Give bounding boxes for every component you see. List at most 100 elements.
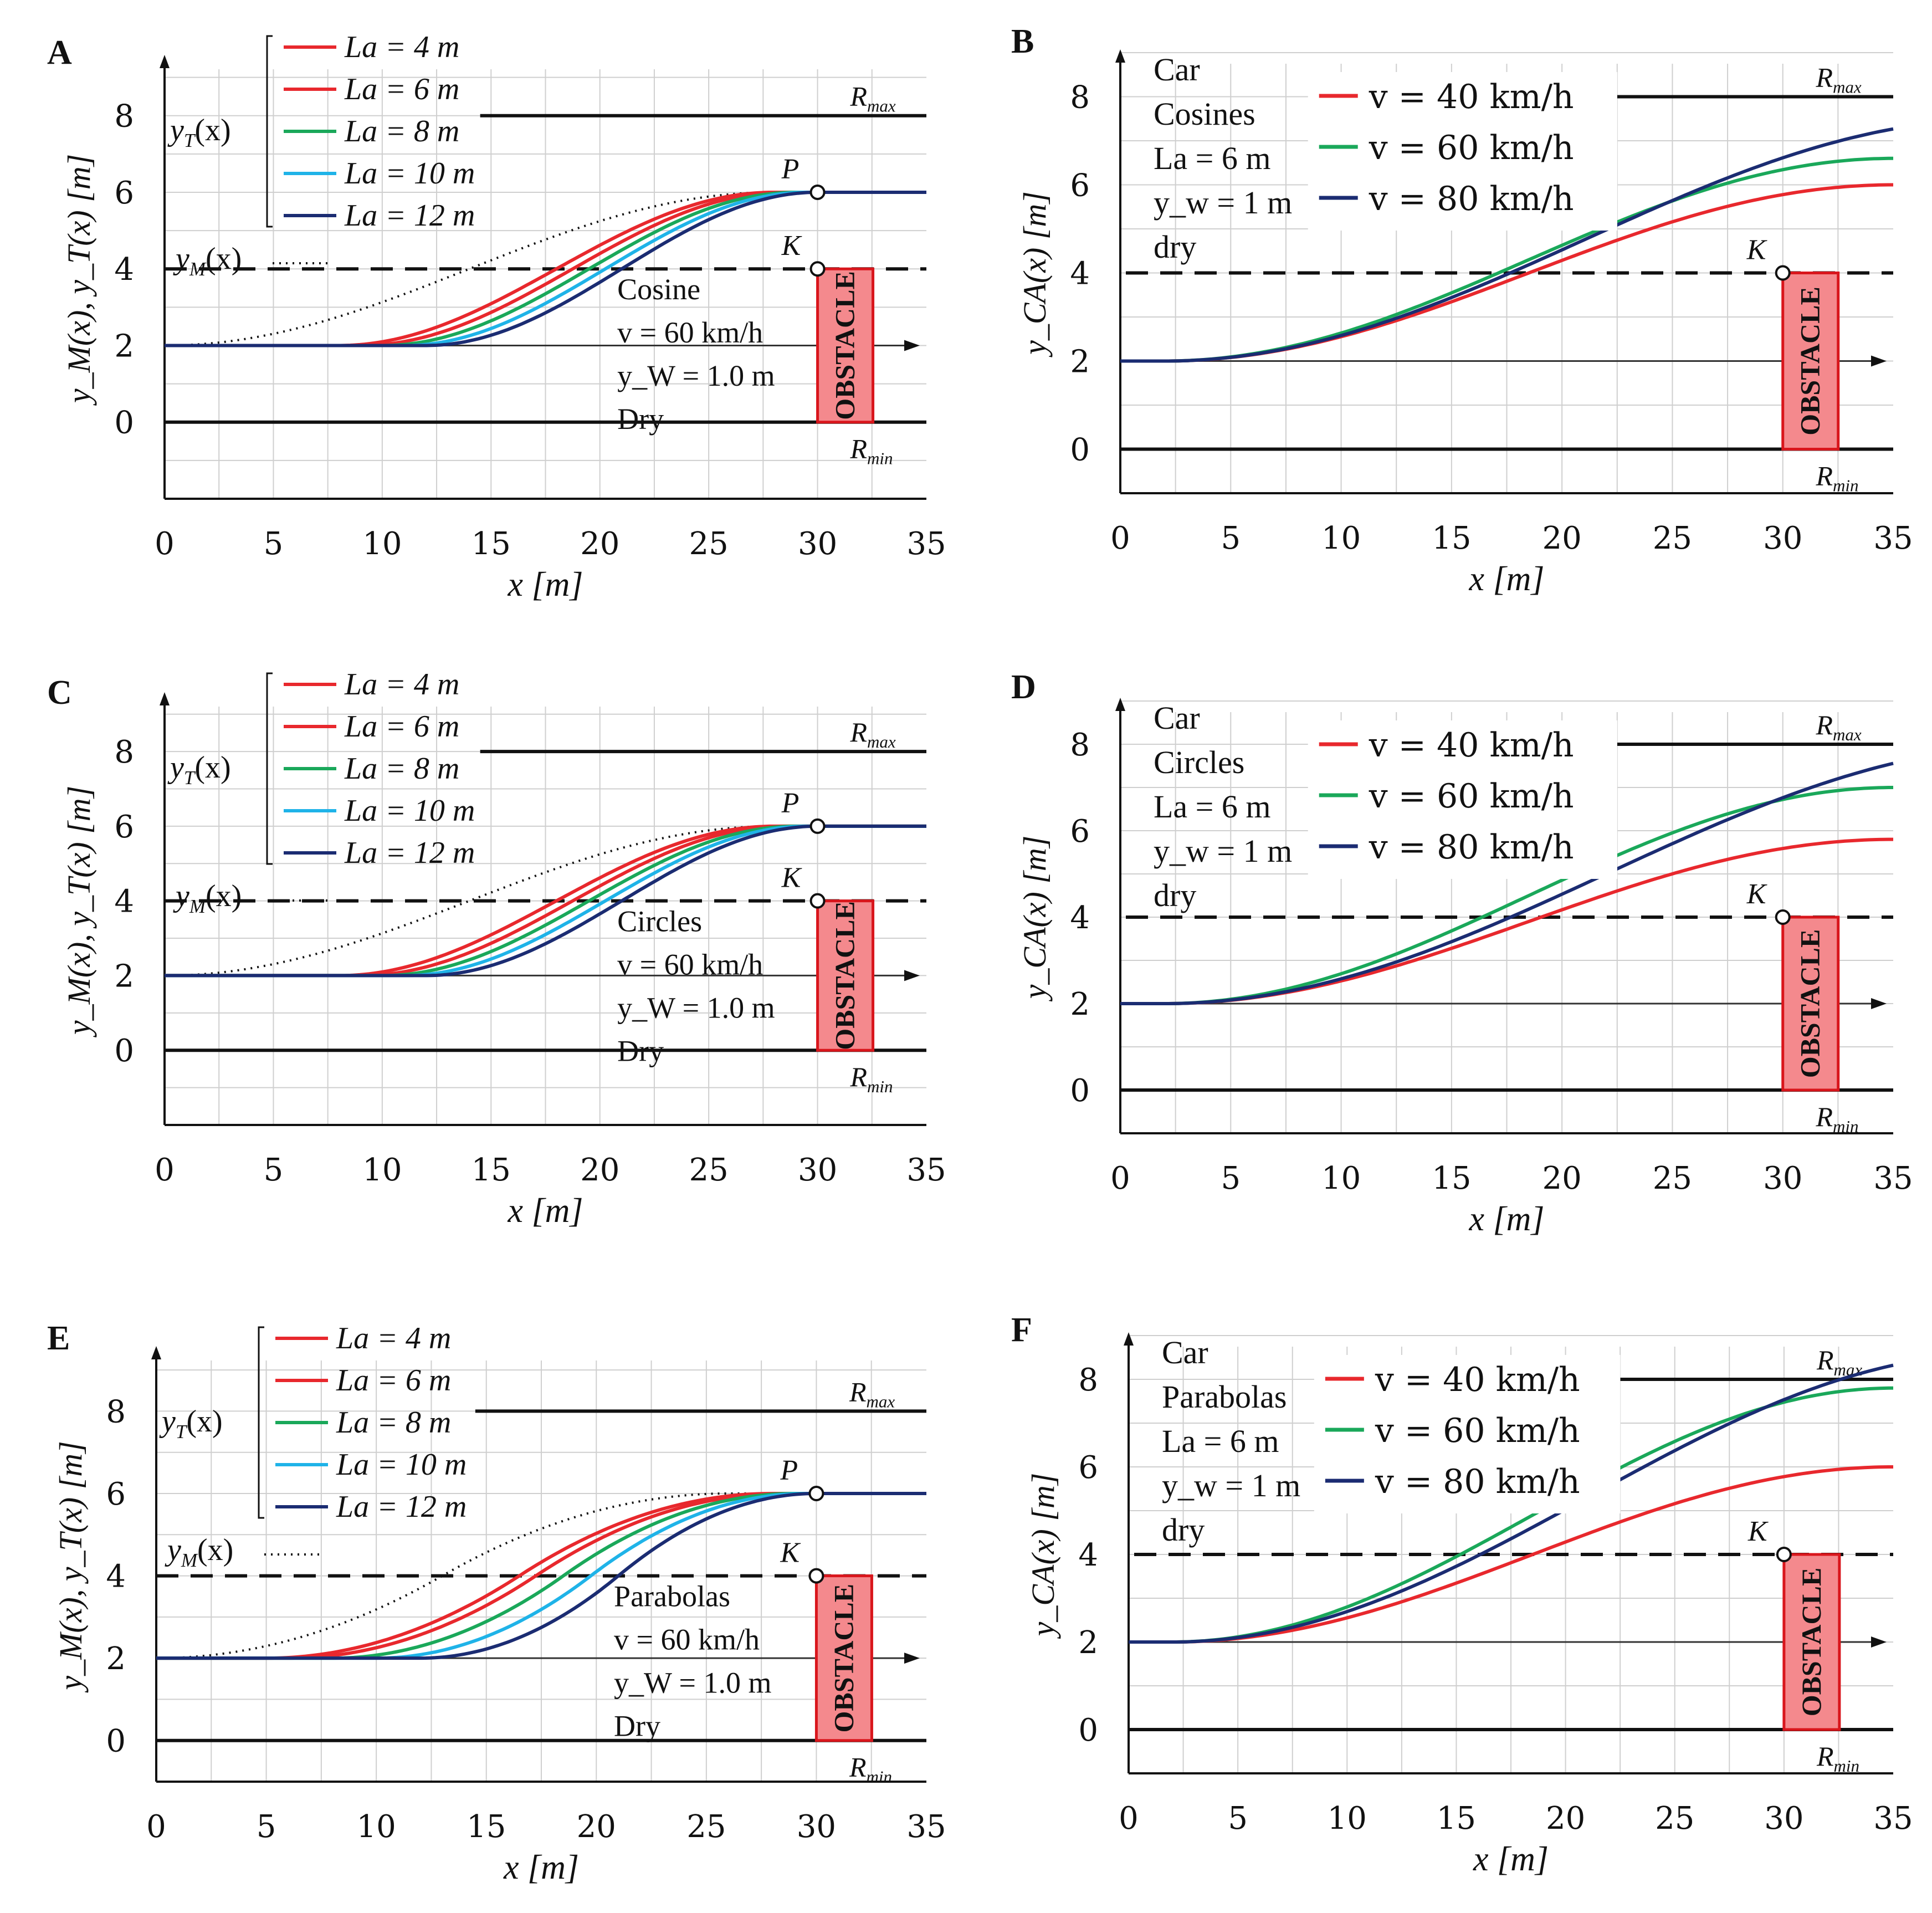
lane-arrow-head bbox=[904, 340, 920, 351]
series-line-v-80-km-h bbox=[1120, 761, 1894, 1005]
legend-entry: La = 10 m bbox=[336, 1447, 467, 1482]
x-tick-label: 30 bbox=[1764, 1801, 1803, 1837]
series-line-la-12-m bbox=[165, 191, 926, 347]
info-text: y_w = 1 m bbox=[1154, 833, 1292, 869]
chart-panel-d: D 0 5 10 15 20 25 30 35 0 2 4 6 8 x [m] y_CA(x) [m] Rmax… bbox=[1011, 668, 1913, 1238]
y-tick-label: 6 bbox=[1070, 814, 1090, 850]
legend-bracket bbox=[266, 35, 273, 228]
info-text: y_W = 1.0 m bbox=[617, 991, 775, 1025]
x-tick-label: 25 bbox=[689, 526, 729, 562]
legend-model-label: yM(x) bbox=[165, 1533, 233, 1571]
info-text: v = 60 km/h bbox=[614, 1623, 760, 1656]
legend-background bbox=[1314, 1355, 1621, 1513]
rmin-label: Rmin bbox=[850, 433, 893, 468]
x-axis-label: x [m] bbox=[1468, 560, 1544, 598]
x-tick-label: 35 bbox=[906, 1809, 946, 1845]
x-tick-label: 0 bbox=[155, 1152, 175, 1188]
obstacle-box bbox=[1781, 915, 1840, 1092]
y-tick-label: 2 bbox=[1070, 986, 1090, 1022]
chart-panel-e: E 0 5 10 15 20 25 30 35 0 2 4 6 8 x [m] y_M(x), y_T(x) … bbox=[47, 1319, 946, 1886]
lane-arrow-head bbox=[1871, 998, 1887, 1009]
info-text: Car bbox=[1154, 700, 1200, 736]
rmax-label: Rmax bbox=[1816, 1344, 1862, 1379]
y-tick-label: 4 bbox=[1070, 900, 1090, 936]
p-label: P bbox=[780, 1455, 798, 1486]
x-tick-label: 0 bbox=[1119, 1801, 1139, 1837]
x-tick-label: 20 bbox=[580, 526, 619, 562]
legend-entry: La = 10 m bbox=[344, 156, 475, 191]
x-tick-label: 0 bbox=[1110, 520, 1130, 556]
info-text: La = 6 m bbox=[1162, 1423, 1279, 1459]
series-line-la-12-m bbox=[165, 824, 926, 978]
y-tick-label: 2 bbox=[106, 1641, 126, 1677]
y-tick-label: 6 bbox=[1070, 168, 1090, 204]
legend-entry: La = 6 m bbox=[344, 72, 459, 106]
rmin-label: Rmin bbox=[849, 1752, 892, 1787]
k-marker bbox=[1776, 1547, 1792, 1562]
x-tick-label: 20 bbox=[1546, 1801, 1585, 1837]
info-text: La = 6 m bbox=[1154, 789, 1271, 825]
x-tick-label: 15 bbox=[472, 526, 511, 562]
info-text: y_W = 1.0 m bbox=[617, 359, 775, 392]
lane-arrow-head bbox=[1871, 355, 1887, 367]
info-text: dry bbox=[1154, 229, 1196, 265]
x-tick-label: 20 bbox=[580, 1152, 619, 1188]
legend-entry: v = 40 km/h bbox=[1369, 78, 1574, 116]
rmin-label: Rmin bbox=[850, 1061, 893, 1096]
x-tick-label: 25 bbox=[1655, 1801, 1694, 1837]
p-marker bbox=[809, 818, 826, 834]
legend-background bbox=[1308, 720, 1617, 879]
k-label: K bbox=[781, 862, 802, 894]
obstacle-label: OBSTACLE bbox=[829, 271, 860, 420]
x-tick-label: 10 bbox=[1321, 520, 1361, 556]
legend-entry: La = 8 m bbox=[344, 114, 459, 149]
x-tick-label: 5 bbox=[1221, 1160, 1241, 1196]
info-text: Dry bbox=[614, 1710, 660, 1743]
panel-label: B bbox=[1011, 23, 1034, 60]
info-text: Circles bbox=[617, 905, 702, 938]
x-tick-label: 15 bbox=[467, 1809, 506, 1845]
legend-entry: La = 12 m bbox=[344, 198, 475, 233]
y-tick-label: 8 bbox=[1070, 727, 1090, 763]
y-axis-arrow bbox=[160, 55, 170, 68]
y-tick-label: 6 bbox=[114, 809, 134, 845]
y-tick-label: 0 bbox=[114, 1033, 134, 1069]
info-text: Parabolas bbox=[614, 1580, 730, 1613]
x-tick-label: 30 bbox=[798, 526, 837, 562]
x-tick-label: 10 bbox=[1321, 1160, 1361, 1196]
y-tick-label: 4 bbox=[114, 884, 134, 920]
x-tick-label: 30 bbox=[1763, 520, 1802, 556]
panel-label: D bbox=[1011, 668, 1036, 706]
x-tick-label: 20 bbox=[577, 1809, 616, 1845]
info-text: Dry bbox=[617, 402, 664, 436]
info-text: y_w = 1 m bbox=[1162, 1467, 1300, 1503]
legend-entry: v = 80 km/h bbox=[1375, 1462, 1580, 1501]
k-marker bbox=[1775, 909, 1791, 925]
y-axis-label: y_M(x), y_T(x) [m] bbox=[61, 154, 97, 406]
x-axis-label: x [m] bbox=[507, 566, 583, 603]
info-text: Cosine bbox=[617, 273, 700, 306]
legend-entry: La = 8 m bbox=[344, 751, 459, 786]
p-marker bbox=[808, 1486, 824, 1501]
x-tick-label: 15 bbox=[1432, 520, 1471, 556]
lane-arrow-head bbox=[1871, 1636, 1887, 1648]
obstacle-box bbox=[814, 1574, 873, 1742]
x-tick-label: 25 bbox=[686, 1809, 726, 1845]
y-tick-label: 2 bbox=[1078, 1625, 1098, 1661]
y-tick-label: 6 bbox=[114, 175, 134, 211]
x-tick-label: 10 bbox=[357, 1809, 396, 1845]
x-tick-label: 35 bbox=[1873, 1160, 1913, 1196]
y-axis-label: y_M(x), y_T(x) [m] bbox=[53, 1441, 89, 1692]
obstacle-label: OBSTACLE bbox=[828, 1584, 859, 1733]
legend-entry: La = 12 m bbox=[344, 836, 475, 870]
y-tick-label: 2 bbox=[1070, 344, 1090, 380]
x-tick-label: 25 bbox=[1653, 520, 1692, 556]
legend-entry: v = 40 km/h bbox=[1375, 1360, 1580, 1399]
chart-panel-b: B 0 5 10 15 20 25 30 35 0 2 4 6 8 x [m] y_CA(x) [m] Rmax… bbox=[1011, 23, 1913, 598]
obstacle-box bbox=[1781, 272, 1840, 451]
chart-panel-f: F 0 5 10 15 20 25 30 35 0 2 4 6 8 x [m] y_CA(x) [m] Rmax… bbox=[1011, 1311, 1913, 1878]
legend-entry: v = 60 km/h bbox=[1369, 129, 1574, 167]
y-tick-label: 2 bbox=[114, 958, 134, 994]
x-axis-label: x [m] bbox=[1473, 1840, 1549, 1878]
